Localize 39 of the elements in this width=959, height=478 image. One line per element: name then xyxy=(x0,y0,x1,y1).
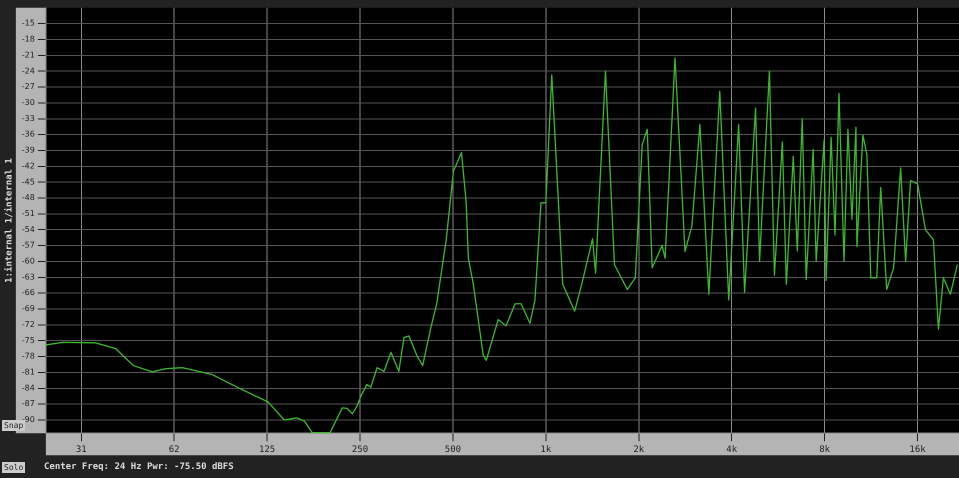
y-tick-label: -36 xyxy=(22,130,35,139)
y-tick-label: -24 xyxy=(22,66,35,76)
y-tick-label: -78 xyxy=(22,352,35,361)
y-tick-label: -63 xyxy=(22,272,35,282)
y-tick-label: -60 xyxy=(22,256,35,266)
x-tick-label: 16k xyxy=(909,444,926,455)
text: Solo xyxy=(2,462,26,473)
x-tick-label: 4k xyxy=(726,444,738,455)
y-tick-label: -81 xyxy=(22,368,35,377)
y-tick-label: -18 xyxy=(22,34,35,44)
x-tick-label: 62 xyxy=(168,444,180,455)
y-tick-label: -87 xyxy=(22,399,35,408)
y-tick-label: -45 xyxy=(22,177,35,186)
y-axis-title: 1:internal 1/internal 1 xyxy=(4,158,15,283)
y-tick-label: -51 xyxy=(22,208,35,218)
y-tick-label: -54 xyxy=(22,224,35,234)
y-tick-label: -33 xyxy=(22,114,35,123)
y-tick-label: -39 xyxy=(22,146,35,155)
x-tick-label: 250 xyxy=(352,444,368,455)
y-tick-label: -42 xyxy=(22,161,35,170)
x-tick-label: 8k xyxy=(819,444,831,455)
x-tick-label: 2k xyxy=(633,444,645,455)
y-tick-label: -30 xyxy=(22,98,35,107)
y-tick-label: -66 xyxy=(22,288,35,298)
x-tick-label: 31 xyxy=(76,444,87,455)
y-tick-label: -21 xyxy=(22,50,35,60)
x-tick-label: 125 xyxy=(258,444,276,455)
y-tick-label: -27 xyxy=(22,82,35,92)
y-tick-label: -69 xyxy=(22,304,35,314)
text: Center Freq: 24 Hz Pwr: -75.50 dBFS xyxy=(44,462,234,472)
y-tick-label: -15 xyxy=(22,18,35,28)
x-tick-label: 1k xyxy=(540,444,552,455)
x-tick-label: 500 xyxy=(444,444,462,455)
y-tick-label: -57 xyxy=(22,240,35,250)
text: Snap xyxy=(2,420,26,431)
y-tick-label: -72 xyxy=(22,320,35,329)
y-tick-label: -84 xyxy=(22,383,35,392)
y-tick-label: -48 xyxy=(22,193,35,202)
y-tick-label: -75 xyxy=(22,336,35,345)
